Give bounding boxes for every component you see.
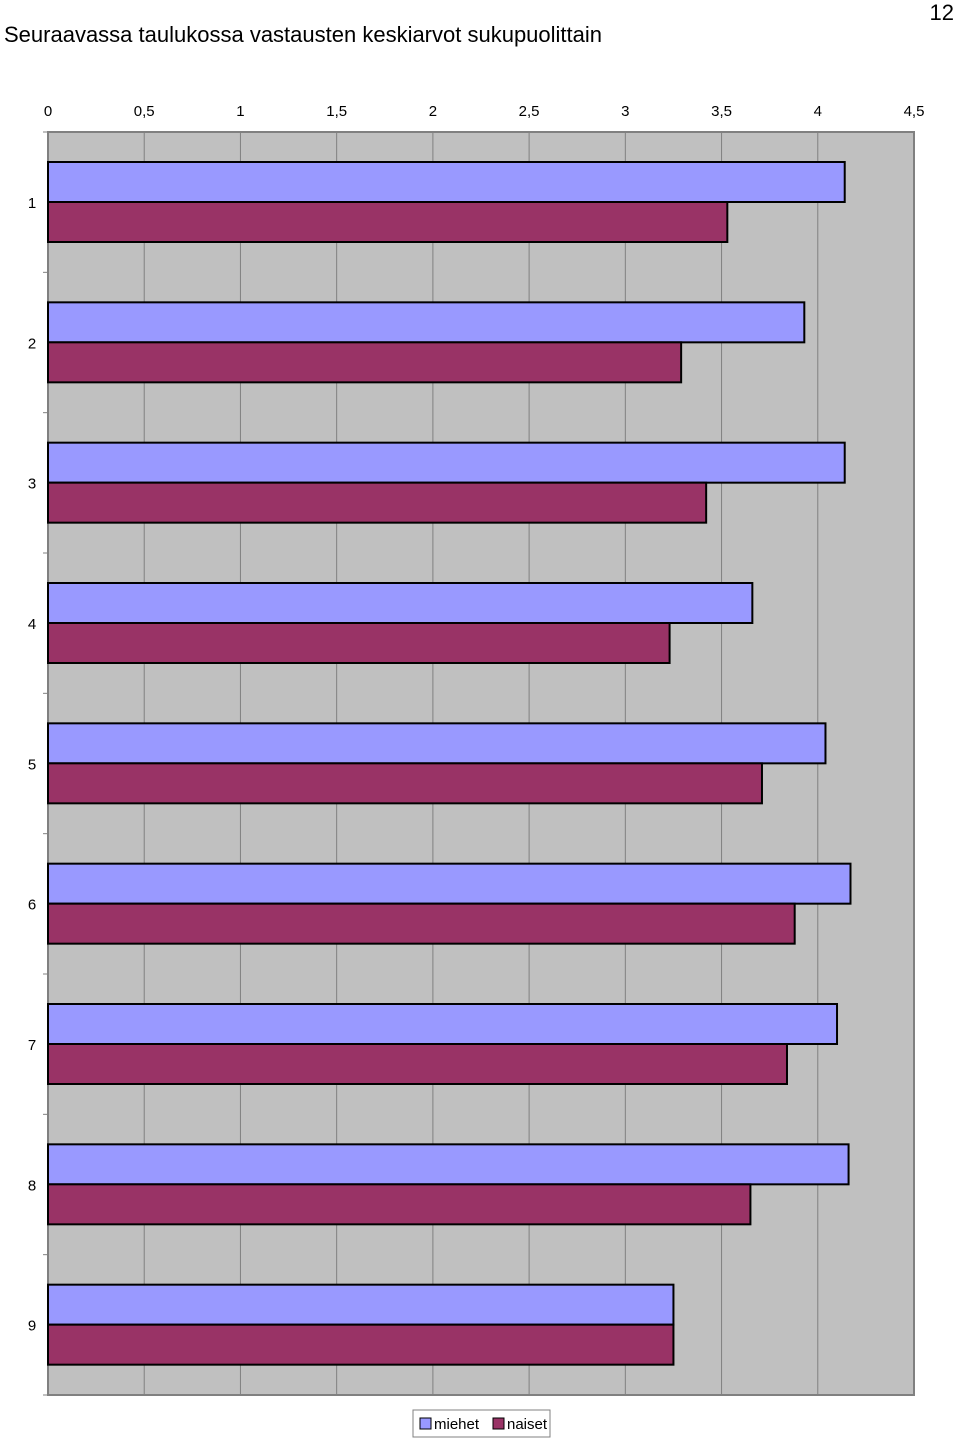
x-tick-label: 0 <box>44 103 52 120</box>
y-tick-label: 6 <box>28 897 36 914</box>
y-tick-label: 1 <box>28 195 36 212</box>
y-tick-label: 5 <box>28 756 36 773</box>
bar-naiset-2 <box>47 341 683 384</box>
bar-naiset-4 <box>47 622 671 664</box>
y-tick-label: 7 <box>28 1037 36 1054</box>
y-tick-label: 2 <box>28 335 36 352</box>
page-title: Seuraavassa taulukossa vastausten keskia… <box>4 22 603 47</box>
bar-miehet-5 <box>47 722 827 765</box>
x-tick-label: 2 <box>429 103 437 120</box>
x-tick-label: 3 <box>621 103 629 120</box>
page-number: 12 <box>929 0 954 25</box>
bar-naiset-6 <box>47 902 796 945</box>
y-tick-label: 4 <box>28 616 36 633</box>
bars <box>47 161 852 1366</box>
x-tick-label: 1 <box>236 103 244 120</box>
bar-miehet-6 <box>47 862 852 905</box>
x-tick-label: 2,5 <box>519 103 540 120</box>
legend-label-naiset: naiset <box>507 1416 548 1433</box>
bar-naiset-3 <box>47 481 708 524</box>
y-tick-label: 8 <box>28 1177 36 1194</box>
y-tick-label: 9 <box>28 1318 36 1335</box>
bar-miehet-3 <box>47 441 846 484</box>
bar-miehet-9 <box>47 1283 675 1326</box>
legend-label-miehet: miehet <box>434 1416 480 1433</box>
x-tick-label: 1,5 <box>326 103 347 120</box>
bar-naiset-5 <box>47 762 763 805</box>
bar-miehet-2 <box>47 301 806 344</box>
legend-box <box>412 1409 551 1438</box>
legend: miehet naiset <box>412 1409 551 1438</box>
bar-naiset-8 <box>47 1183 752 1226</box>
bar-naiset-1 <box>47 201 729 243</box>
y-tick-label: 3 <box>28 476 36 493</box>
x-tick-label: 4 <box>814 103 822 120</box>
axes: 0 0,5 1 1,5 2 2,5 3 3,5 4 4,5 1 2 3 4 5 6 7 8 9 <box>28 103 925 1396</box>
bar-naiset-9 <box>47 1323 675 1366</box>
bar-naiset-7 <box>47 1043 788 1085</box>
bar-miehet-7 <box>47 1003 839 1045</box>
x-tick-label: 3,5 <box>711 103 732 120</box>
x-tick-label: 4,5 <box>904 103 925 120</box>
legend-swatch-naiset <box>492 1417 505 1430</box>
bar-miehet-4 <box>47 582 754 624</box>
bar-miehet-1 <box>47 161 846 203</box>
legend-swatch-miehet <box>419 1417 432 1430</box>
x-tick-label: 0,5 <box>134 103 155 120</box>
bar-miehet-8 <box>47 1143 850 1186</box>
